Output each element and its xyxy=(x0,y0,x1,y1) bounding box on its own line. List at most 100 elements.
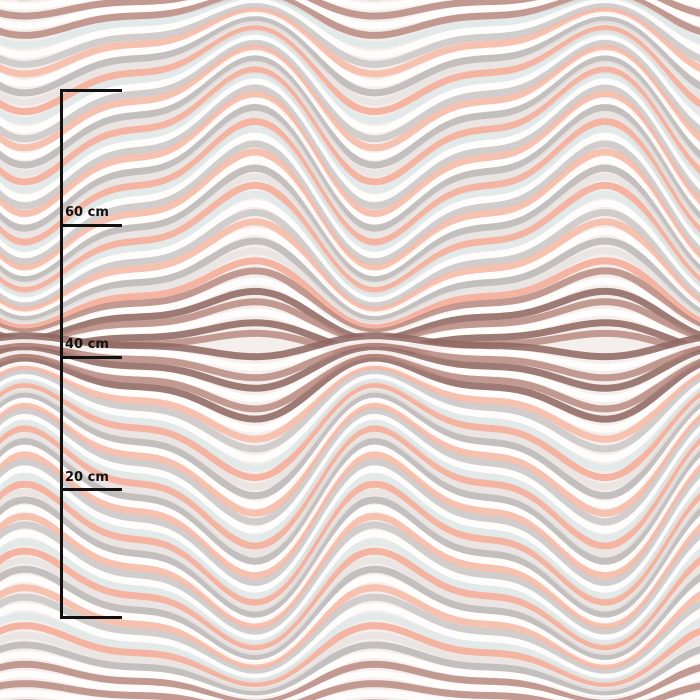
marble-stripe-37 xyxy=(0,181,700,295)
marble-stripe-96 xyxy=(0,366,700,453)
marble-stripe-79 xyxy=(0,465,700,593)
marble-stripe-85 xyxy=(0,424,700,550)
marble-stripe-87 xyxy=(0,412,700,534)
marble-stripe-20 xyxy=(0,60,700,178)
marble-stripe-31 xyxy=(0,132,700,260)
marble-stripe-101 xyxy=(0,346,700,403)
marble-stripe-10 xyxy=(0,11,700,88)
marble-stripe-77 xyxy=(0,480,700,606)
marble-stripe-91 xyxy=(0,390,700,500)
marble-stripe-38 xyxy=(0,190,700,300)
marble-stripe-40 xyxy=(0,208,700,310)
marble-stripe-30 xyxy=(0,125,700,253)
marble-stripe-56 xyxy=(0,670,700,700)
ruler-tick-20 xyxy=(60,488,122,491)
marble-stripe-14 xyxy=(0,29,700,125)
ruler-label-20cm: 20 cm xyxy=(65,470,109,485)
marble-stripe-45 xyxy=(0,257,700,332)
marble-stripe-35 xyxy=(0,164,700,284)
ruler-label-60cm: 60 cm xyxy=(65,205,109,220)
marble-stripe-58 xyxy=(0,651,700,700)
marble-stripe-47 xyxy=(0,277,700,340)
marble-stripe-76 xyxy=(0,488,700,612)
marble-stripe-81 xyxy=(0,451,700,580)
marble-stripe-71 xyxy=(0,529,700,641)
marble-stripe-72 xyxy=(0,521,700,635)
marble-stripe-27 xyxy=(0,103,700,232)
marble-stripe-57 xyxy=(0,660,700,700)
marble-stripe-95 xyxy=(0,371,700,463)
marble-stripe-66 xyxy=(0,574,700,665)
marble-stripe-32 xyxy=(0,140,700,266)
marble-stripe-68 xyxy=(0,556,700,656)
marble-stripe-92 xyxy=(0,385,700,491)
ruler-vertical-bar xyxy=(60,89,63,619)
marble-stripe-54 xyxy=(0,689,700,700)
ruler-tick-60 xyxy=(60,224,122,227)
marble-stripe-98 xyxy=(0,358,700,433)
marble-stripe-17 xyxy=(0,44,700,152)
marble-stripe-60 xyxy=(0,631,700,692)
marble-stripe-55 xyxy=(0,680,700,700)
marble-stripe-3 xyxy=(0,0,700,20)
marble-stripe-43 xyxy=(0,237,700,324)
ruler-label-40cm: 40 cm xyxy=(65,337,109,352)
marble-stripe-41 xyxy=(0,218,700,315)
marble-stripe-63 xyxy=(0,602,700,679)
marble-stripe-29 xyxy=(0,117,700,246)
marble-stripe-42 xyxy=(0,227,700,319)
marble-stripe-86 xyxy=(0,418,700,542)
marble-stripe-7 xyxy=(0,0,700,59)
marble-stripe-39 xyxy=(0,199,700,305)
marble-stripe-62 xyxy=(0,612,700,683)
marble-stripe-104 xyxy=(0,335,700,371)
marble-stripe-100 xyxy=(0,350,700,413)
marble-stripe-94 xyxy=(0,375,700,472)
marble-stripe-12 xyxy=(0,20,700,106)
marble-stripe-99 xyxy=(0,354,700,423)
marble-stripe-23 xyxy=(0,78,700,202)
marble-stripe-11 xyxy=(0,16,700,97)
marble-stripe-80 xyxy=(0,458,700,587)
marble-stripe-24 xyxy=(0,84,700,210)
marble-stripe-9 xyxy=(0,7,700,78)
marble-stripe-90 xyxy=(0,395,700,509)
marble-stripe-2 xyxy=(0,0,700,10)
marble-stripe-46 xyxy=(0,267,700,336)
marble-stripe-36 xyxy=(0,173,700,289)
ruler-tick-40 xyxy=(60,356,122,359)
marble-stripe-102 xyxy=(0,342,700,392)
marble-stripe-22 xyxy=(0,72,700,194)
marble-stripe-88 xyxy=(0,406,700,526)
marble-stripe-19 xyxy=(0,55,700,169)
marble-stripe-4 xyxy=(0,0,700,30)
marble-stripe-83 xyxy=(0,437,700,565)
marble-stripe-64 xyxy=(0,593,700,674)
marble-stripe-70 xyxy=(0,538,700,646)
marble-stripe-84 xyxy=(0,430,700,558)
marble-stripe-82 xyxy=(0,444,700,573)
marble-stripe-16 xyxy=(0,39,700,143)
marble-stripe-18 xyxy=(0,49,700,161)
ruler-tick-0 xyxy=(60,616,122,619)
marble-stripe-89 xyxy=(0,401,700,517)
marble-stripe-5 xyxy=(0,0,700,39)
marble-stripe-105 xyxy=(0,332,700,361)
marble-stripe-97 xyxy=(0,362,700,443)
marble-stripe-69 xyxy=(0,547,700,651)
marble-stripe-21 xyxy=(0,66,700,186)
marble-stripe-13 xyxy=(0,25,700,116)
marble-stripe-33 xyxy=(0,148,700,272)
ruler-tick-80 xyxy=(60,89,122,92)
marble-stripe-6 xyxy=(0,0,700,49)
marble-stripe-59 xyxy=(0,641,700,696)
marble-stripe-74 xyxy=(0,504,700,624)
marble-stripe-44 xyxy=(0,247,700,328)
marble-stripe-67 xyxy=(0,565,700,661)
marble-stripe-8 xyxy=(0,2,700,68)
marble-stripe-75 xyxy=(0,496,700,618)
marble-stripe-73 xyxy=(0,512,700,630)
marble-stripe-65 xyxy=(0,584,700,670)
marble-stripe-25 xyxy=(0,90,700,218)
marble-stripe-93 xyxy=(0,380,700,482)
